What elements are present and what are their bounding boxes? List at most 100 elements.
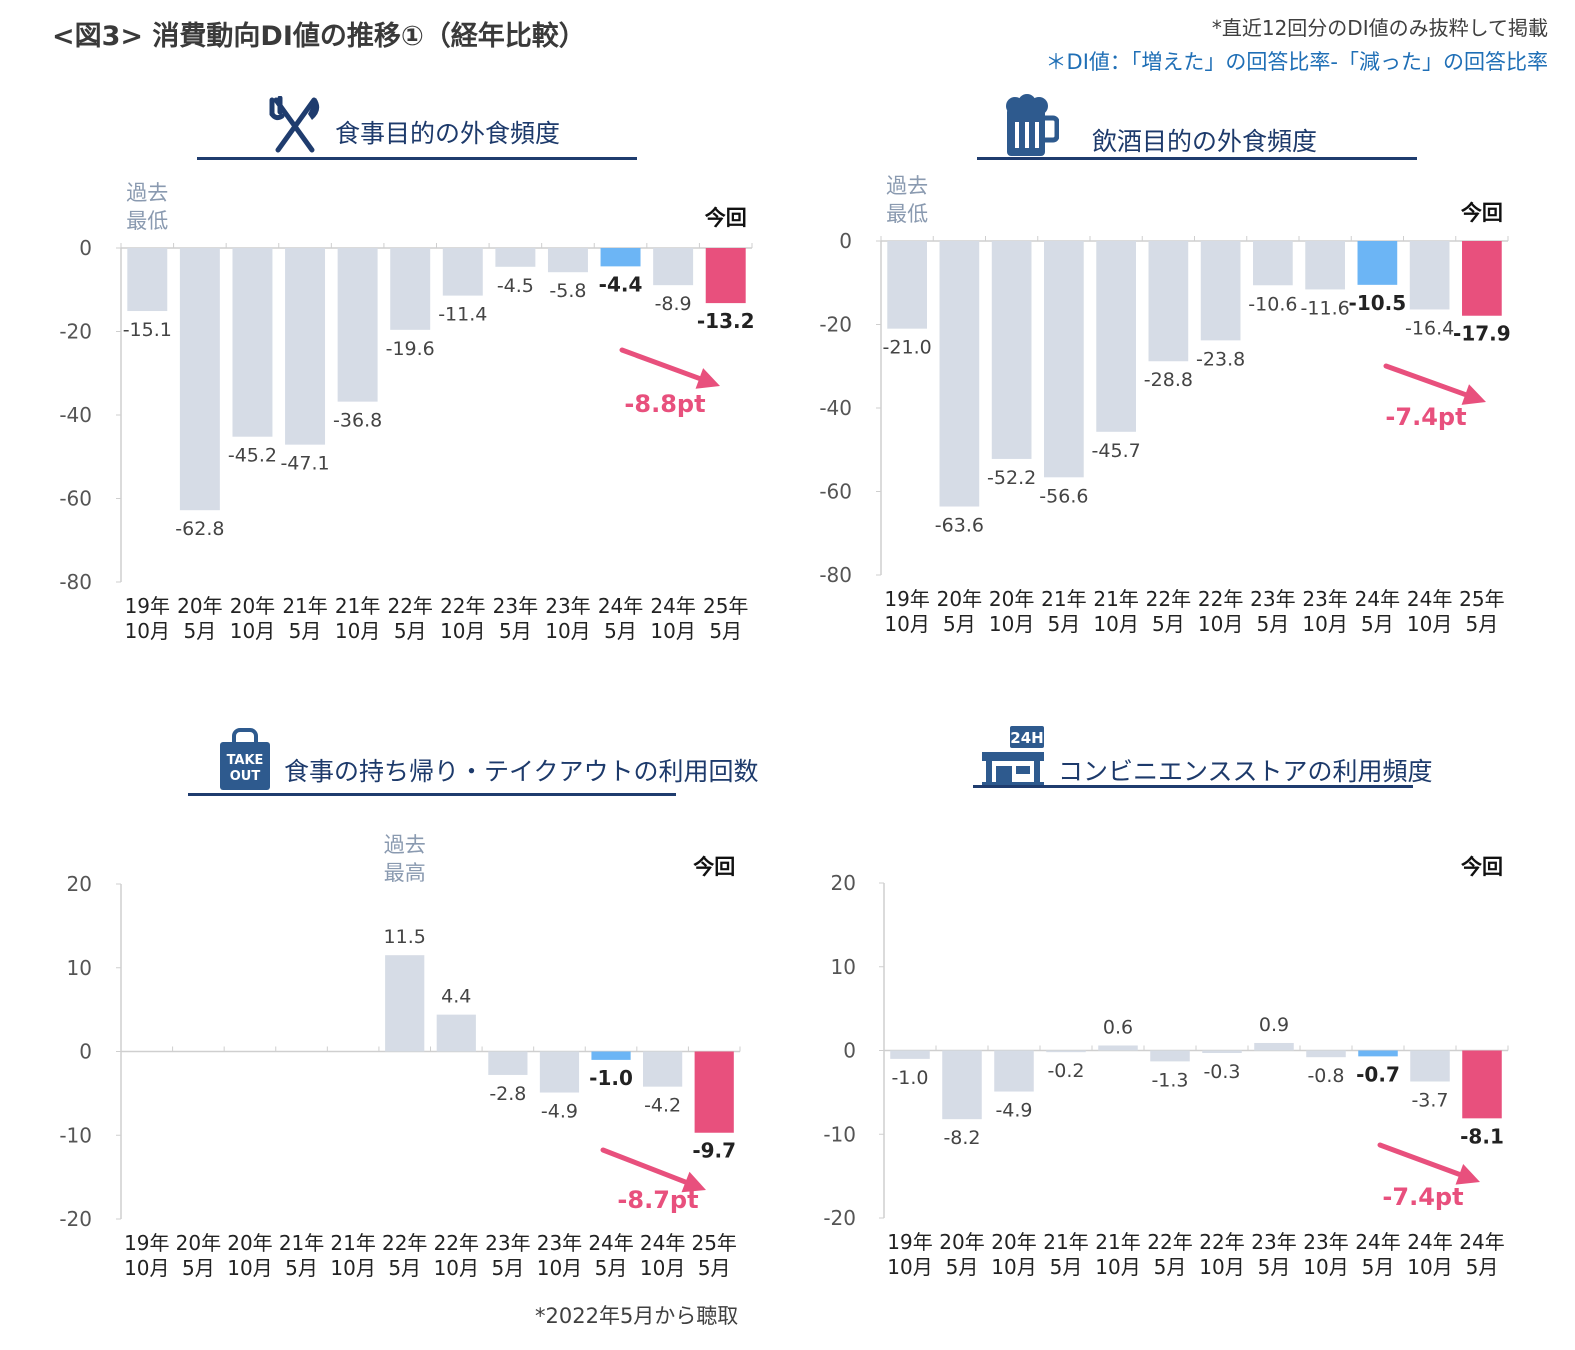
chart-2-title: 飲酒目的の外食頻度 [1092,127,1318,156]
x-category-label: 23年 5月 [1250,587,1295,636]
bar-value-label: -9.7 [692,1139,736,1163]
x-category-label: 20年 5月 [177,594,222,643]
bar-value-label: -4.9 [995,1100,1032,1122]
x-category-label: 22年 10月 [1198,587,1243,636]
x-category-label: 24年 5月 [598,594,643,643]
bar-past [1410,1050,1450,1082]
trend-arrow-head [1461,384,1486,405]
bar-past [1098,1045,1138,1051]
y-tick-label: -20 [823,1206,856,1230]
bar-past [1254,1042,1294,1051]
x-category-label: 22年 10月 [440,594,485,643]
x-category-label: 21年 5月 [1041,587,1086,636]
bar-prev-year [591,1051,631,1060]
x-category-label: 24年 5月 [1355,587,1400,636]
x-category-label: 20年 10月 [227,1231,272,1280]
chart-3-title-underline [188,793,676,796]
x-category-label: 23年 5月 [493,594,538,643]
x-category-label: 20年 10月 [989,587,1034,636]
y-tick-label: -20 [59,320,92,344]
change-pt-label: -7.4pt [1382,1183,1463,1211]
bar-past [991,241,1032,459]
bar-past [488,1051,528,1075]
bar-past [436,1014,476,1052]
bar-value-label: -0.3 [1203,1061,1240,1083]
bar-value-label: -11.4 [438,304,487,326]
y-tick-label: 10 [831,955,856,979]
x-category-label: 24年 10月 [640,1231,685,1280]
extreme-annotation: 過去最低 [886,174,928,226]
bar-current [1462,241,1502,316]
bar-value-label: -36.8 [333,410,382,432]
bar-value-label: -2.8 [489,1083,526,1105]
bar-past [1202,1050,1242,1054]
x-category-label: 23年 10月 [1303,1230,1348,1279]
extreme-annotation: 過去最高 [384,833,426,885]
bar-current [1462,1050,1502,1119]
y-tick-label: 0 [843,1039,856,1063]
beer-mug-icon [1003,94,1060,162]
bar-current [694,1051,734,1133]
bar-past [390,248,431,330]
bar-past [887,241,927,329]
x-category-label: 22年 5月 [1146,587,1191,636]
x-category-label: 22年 5月 [1147,1230,1192,1279]
chart-3-title: 食事の持ち帰り・テイクアウトの利用回数 [284,757,759,786]
bar-value-label: -4.2 [644,1095,681,1117]
bar-prev-year [1357,241,1398,285]
x-category-label: 19年 10月 [124,1231,169,1280]
x-category-label: 21年 10月 [1095,1230,1140,1279]
bar-past [1200,241,1241,341]
y-tick-label: -80 [819,563,852,587]
bar-value-label: -1.0 [891,1067,928,1089]
bar-past [285,248,326,445]
x-category-label: 23年 10月 [1302,587,1347,636]
x-category-label: 23年 5月 [1251,1230,1296,1279]
y-tick-label: -60 [819,480,852,504]
x-category-label: 19年 10月 [125,594,170,643]
bar-value-label: -45.2 [228,445,277,467]
trend-arrow-line [1383,363,1468,398]
bar-past [337,248,378,402]
bar-past [653,248,694,286]
change-pt-label: -7.4pt [1385,403,1466,431]
x-category-label: 21年 10月 [335,594,380,643]
bar-past [643,1051,683,1087]
bar-past [939,241,980,507]
x-category-label: 20年 5月 [176,1231,221,1280]
x-category-label: 19年 10月 [887,1230,932,1279]
current-label: 今回 [693,855,735,879]
x-category-label: 21年 5月 [282,594,327,643]
bar-value-label: -45.7 [1092,440,1141,462]
y-tick-label: -80 [59,570,92,594]
note-latest-12: *直近12回分のDI値のみ抜粋して掲載 [1211,16,1548,40]
chart-1-title-underline [197,157,637,160]
bar-value-label: -10.6 [1248,293,1297,315]
bar-value-label: -56.6 [1039,485,1088,507]
bar-past [1096,241,1136,432]
x-category-label: 24年 10月 [650,594,695,643]
current-label: 今回 [1461,855,1503,879]
x-category-label: 20年 5月 [937,587,982,636]
y-tick-label: 20 [831,871,856,895]
bar-past [1148,241,1189,362]
bar-past [1044,241,1084,478]
fork-knife-icon [268,95,322,158]
bar-value-label: -4.4 [599,272,643,296]
x-category-label: 25年 5月 [1459,587,1504,636]
bar-past [890,1050,930,1059]
bar-past [179,248,220,511]
x-category-label: 20年 10月 [230,594,275,643]
bar-past [232,248,273,437]
bar-prev-year [600,248,641,267]
y-tick-label: -20 [819,313,852,337]
y-tick-label: -10 [59,1123,92,1147]
x-category-label: 24年 5月 [588,1231,633,1280]
x-category-label: 19年 10月 [884,587,929,636]
bar-value-label: -0.7 [1356,1062,1400,1086]
x-category-label: 22年 10月 [1199,1230,1244,1279]
y-tick-label: 20 [67,872,92,896]
chart-4-title-underline [973,785,1413,788]
bar-value-label: -10.5 [1349,291,1407,315]
